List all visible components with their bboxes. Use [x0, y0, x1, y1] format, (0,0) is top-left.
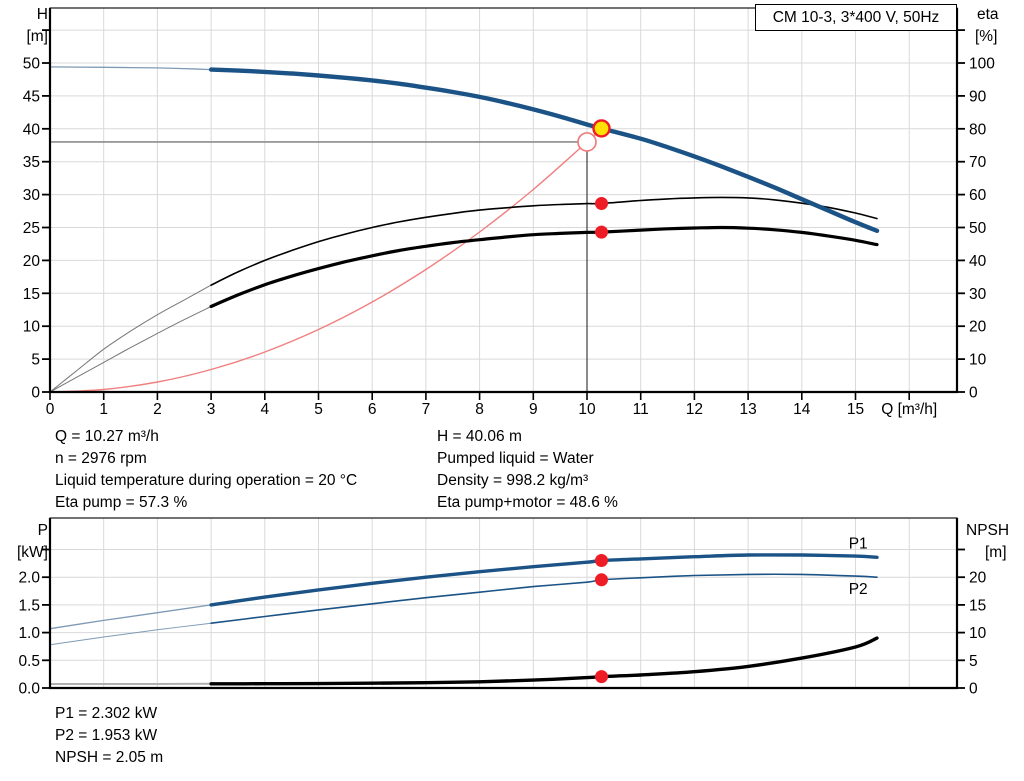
y-left-tick-label: 1.0 [18, 625, 40, 642]
curve-system-curve [49, 127, 603, 393]
eta-pump-point [594, 196, 608, 210]
info-p2: P2 = 1.953 kW [55, 727, 158, 744]
y-right-tick-label: 15 [969, 597, 986, 614]
y-left-tick-label: 20 [23, 253, 41, 270]
requested-duty-point [577, 132, 597, 152]
info-speed: n = 2976 rpm [55, 450, 147, 467]
x-tick-label: 1 [99, 401, 108, 418]
y-right-tick-label: 40 [969, 253, 987, 270]
y-right-tick-label: 50 [969, 220, 987, 237]
info-liquid-temp: Liquid temperature during operation = 20… [55, 472, 358, 489]
duty-info-right: H = 40.06 m Pumped liquid = Water Densit… [437, 426, 618, 514]
x-tick-label: 12 [686, 401, 703, 418]
curve-head-thin [49, 66, 212, 71]
y-right-tick-label: 20 [969, 319, 987, 336]
x-tick-label: 13 [739, 401, 756, 418]
y-left-tick-label: 2.0 [18, 570, 40, 587]
y-left-axis-name: H [37, 6, 48, 23]
y-right-tick-label: 90 [969, 88, 987, 105]
y-left-tick-label: 0.0 [18, 681, 40, 698]
curve-eta-pump-motor [209, 225, 879, 309]
eta-pump-motor-point [594, 225, 608, 239]
x-tick-label: 4 [260, 401, 269, 418]
y-left-tick-label: 25 [23, 220, 40, 237]
y-right-tick-label: 0 [969, 681, 978, 698]
info-p1: P1 = 2.302 kW [55, 705, 158, 722]
x-tick-label: 11 [633, 401, 649, 418]
y-left-axis-name: P [38, 522, 48, 539]
info-eta-pump-motor: Eta pump+motor = 48.6 % [437, 494, 618, 511]
y-right-tick-label: 10 [969, 352, 987, 369]
x-tick-label: 5 [314, 401, 323, 418]
curve-eta-pump-thin [49, 284, 212, 393]
duty-info-left: Q = 10.27 m³/h n = 2976 rpm Liquid tempe… [55, 426, 357, 514]
curve-eta-pump-motor-thin [49, 306, 212, 393]
info-flow: Q = 10.27 m³/h [55, 428, 159, 445]
y-right-tick-label: 30 [969, 286, 987, 303]
operating-point [592, 119, 611, 138]
y-right-axis-unit: [m] [985, 544, 1007, 561]
x-tick-label: 6 [368, 401, 377, 418]
x-tick-label: 9 [529, 401, 538, 418]
power-info: P1 = 2.302 kW P2 = 1.953 kW NPSH = 2.05 … [55, 703, 163, 769]
y-left-tick-label: 30 [23, 187, 41, 204]
y-left-tick-label: 10 [23, 319, 41, 336]
npsh-point [594, 670, 608, 684]
y-left-tick-label: 5 [31, 352, 40, 369]
y-left-tick-label: 35 [23, 154, 40, 171]
y-left-tick-label: 0 [31, 385, 40, 402]
y-right-tick-label: 5 [969, 653, 978, 670]
info-eta-pump: Eta pump = 57.3 % [55, 494, 188, 511]
y-left-tick-label: 1.5 [18, 597, 40, 614]
y-left-axis-unit: [kW] [17, 544, 48, 561]
p1-point [594, 553, 608, 567]
y-left-tick-label: 0.5 [18, 653, 40, 670]
y-left-tick-label: 45 [23, 88, 40, 105]
chart-title-text: CM 10-3, 3*400 V, 50Hz [772, 8, 940, 26]
y-left-tick-label: 40 [23, 121, 41, 138]
info-npsh: NPSH = 2.05 m [55, 749, 164, 766]
curve-p1-thin [49, 604, 212, 630]
curve-p2 [210, 573, 878, 624]
y-left-tick-label: 50 [23, 56, 41, 73]
y-right-tick-label: 70 [969, 154, 987, 171]
info-head: H = 40.06 m [437, 428, 522, 445]
curve-label-p1: P1 [849, 535, 868, 552]
y-right-tick-label: 60 [969, 187, 987, 204]
info-pumped-liquid: Pumped liquid = Water [437, 450, 594, 467]
chart-title-box: CM 10-3, 3*400 V, 50Hz [755, 4, 957, 31]
x-tick-label: 2 [153, 401, 162, 418]
plot-frame [49, 7, 958, 393]
y-right-tick-label: 100 [969, 56, 995, 73]
y-right-axis-name: NPSH [966, 522, 1009, 539]
curve-npsh [209, 636, 879, 686]
y-right-tick-label: 10 [969, 625, 987, 642]
x-tick-label: 14 [793, 401, 811, 418]
x-tick-label: 3 [207, 401, 216, 418]
x-tick-label: 7 [422, 401, 431, 418]
y-left-axis-unit: [m] [26, 28, 48, 45]
info-density: Density = 998.2 kg/m³ [437, 472, 589, 489]
p2-point [594, 573, 608, 587]
x-axis-unit-label: Q [m³/h] [881, 401, 937, 418]
y-right-tick-label: 0 [969, 385, 978, 402]
curve-head [208, 67, 880, 233]
curve-p1 [209, 553, 879, 607]
y-right-axis-name: eta [977, 6, 999, 23]
y-right-axis-unit: [%] [975, 28, 997, 45]
curve-label-p2: P2 [849, 581, 868, 598]
x-tick-label: 8 [475, 401, 484, 418]
y-right-tick-label: 80 [969, 121, 987, 138]
x-tick-label: 0 [46, 401, 55, 418]
plot-frame [49, 517, 958, 689]
curve-p2-thin [49, 622, 212, 646]
y-right-tick-label: 20 [969, 570, 987, 587]
x-tick-label: 15 [847, 401, 864, 418]
x-tick-label: 10 [578, 401, 596, 418]
curve-eta-pump [210, 196, 878, 286]
y-left-tick-label: 15 [23, 286, 40, 303]
